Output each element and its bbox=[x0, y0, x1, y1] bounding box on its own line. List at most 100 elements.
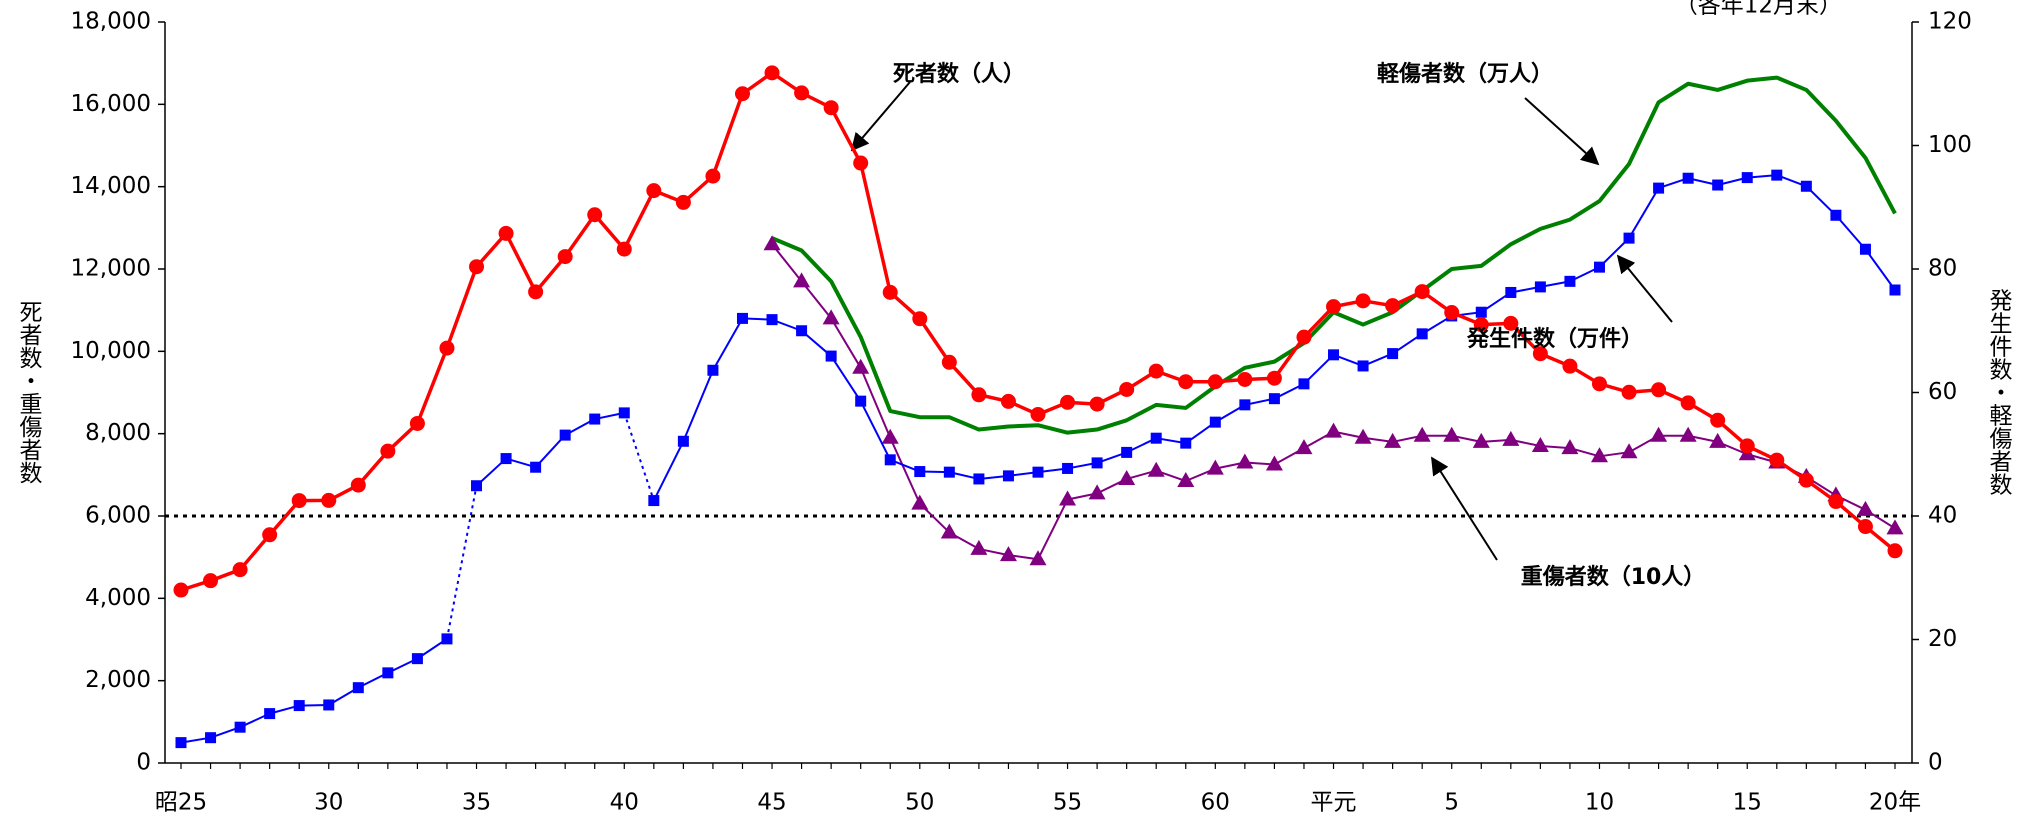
marker bbox=[940, 523, 958, 539]
x-tick-label: 50 bbox=[905, 790, 934, 816]
marker bbox=[350, 477, 366, 493]
marker bbox=[411, 653, 423, 665]
marker bbox=[1357, 360, 1369, 372]
marker bbox=[855, 395, 867, 407]
x-tick-label: 20年 bbox=[1869, 790, 1921, 816]
marker bbox=[352, 682, 364, 694]
marker bbox=[911, 494, 929, 510]
marker bbox=[1593, 261, 1605, 273]
marker bbox=[1828, 494, 1844, 510]
marker bbox=[1590, 447, 1608, 463]
x-tick-label: 平元 bbox=[1311, 790, 1357, 816]
marker bbox=[1621, 384, 1637, 400]
y-tick-label: 6,000 bbox=[85, 503, 151, 529]
marker bbox=[1091, 457, 1103, 469]
marker bbox=[823, 100, 839, 116]
y2-tick-label: 80 bbox=[1928, 256, 1957, 282]
marker bbox=[763, 235, 781, 251]
marker bbox=[1653, 182, 1665, 194]
y-tick-label: 18,000 bbox=[71, 9, 151, 35]
marker bbox=[793, 272, 811, 288]
marker bbox=[1502, 430, 1520, 446]
marker bbox=[970, 539, 988, 555]
marker bbox=[382, 667, 394, 679]
y2-tick-label: 20 bbox=[1928, 626, 1957, 652]
marker bbox=[323, 699, 335, 711]
marker bbox=[1475, 306, 1487, 318]
marker bbox=[1564, 275, 1576, 287]
marker bbox=[1413, 426, 1431, 442]
marker bbox=[1239, 399, 1251, 411]
marker bbox=[559, 429, 571, 441]
marker bbox=[409, 415, 425, 431]
y-tick-label: 0 bbox=[136, 750, 151, 776]
y-tick-label: 4,000 bbox=[85, 585, 151, 611]
marker bbox=[1265, 455, 1283, 471]
marker bbox=[1325, 422, 1343, 438]
marker bbox=[232, 562, 248, 578]
marker bbox=[825, 350, 837, 362]
marker bbox=[1150, 432, 1162, 444]
marker bbox=[321, 492, 337, 508]
y2-tick-label: 60 bbox=[1928, 379, 1957, 405]
y2-tick-label: 40 bbox=[1928, 503, 1957, 529]
marker bbox=[1830, 209, 1842, 221]
marker bbox=[587, 207, 603, 223]
marker bbox=[1444, 305, 1460, 321]
y-tick-label: 2,000 bbox=[85, 667, 151, 693]
marker bbox=[616, 241, 632, 257]
x-tick-label: 10 bbox=[1585, 790, 1614, 816]
marker bbox=[234, 721, 246, 733]
marker bbox=[1119, 381, 1135, 397]
marker bbox=[675, 194, 691, 210]
marker bbox=[973, 473, 985, 485]
marker bbox=[471, 480, 483, 492]
marker bbox=[1623, 232, 1635, 244]
x-tick-label: 35 bbox=[462, 790, 491, 816]
marker bbox=[1206, 459, 1224, 475]
marker bbox=[677, 435, 689, 447]
marker bbox=[1739, 438, 1755, 454]
marker bbox=[943, 466, 955, 478]
marker bbox=[1534, 281, 1546, 293]
marker bbox=[1710, 412, 1726, 428]
marker bbox=[1207, 374, 1223, 390]
series-line bbox=[475, 411, 625, 487]
marker bbox=[1443, 426, 1461, 442]
marker bbox=[881, 428, 899, 444]
marker bbox=[530, 461, 542, 473]
marker bbox=[1416, 328, 1428, 340]
marker bbox=[971, 387, 987, 403]
marker bbox=[1679, 426, 1697, 442]
series-line bbox=[652, 174, 1896, 502]
marker bbox=[1062, 462, 1074, 474]
marker bbox=[1030, 406, 1046, 422]
arrow bbox=[1616, 254, 1673, 323]
marker bbox=[1857, 519, 1873, 535]
marker bbox=[557, 249, 573, 265]
marker bbox=[293, 700, 305, 712]
marker bbox=[589, 413, 601, 425]
marker bbox=[1889, 284, 1901, 296]
y2-tick-label: 120 bbox=[1928, 9, 1972, 35]
marker bbox=[1148, 363, 1164, 379]
marker bbox=[1298, 378, 1310, 390]
series-label: 死者数（人） bbox=[893, 61, 1025, 87]
x-tick-label: 昭25 bbox=[155, 790, 207, 816]
arrow bbox=[850, 81, 911, 152]
series-label: 軽傷者数（万人） bbox=[1377, 61, 1553, 87]
series-label: 重傷者数（10人） bbox=[1521, 564, 1706, 590]
marker bbox=[469, 259, 485, 275]
marker bbox=[852, 358, 870, 374]
series-line bbox=[180, 638, 448, 744]
marker bbox=[291, 493, 307, 509]
marker bbox=[736, 312, 748, 324]
marker bbox=[1532, 346, 1548, 362]
marker bbox=[794, 85, 810, 101]
x-tick-label: 30 bbox=[314, 790, 343, 816]
marker bbox=[262, 527, 278, 543]
marker bbox=[1682, 172, 1694, 184]
y2-tick-label: 100 bbox=[1928, 132, 1972, 158]
